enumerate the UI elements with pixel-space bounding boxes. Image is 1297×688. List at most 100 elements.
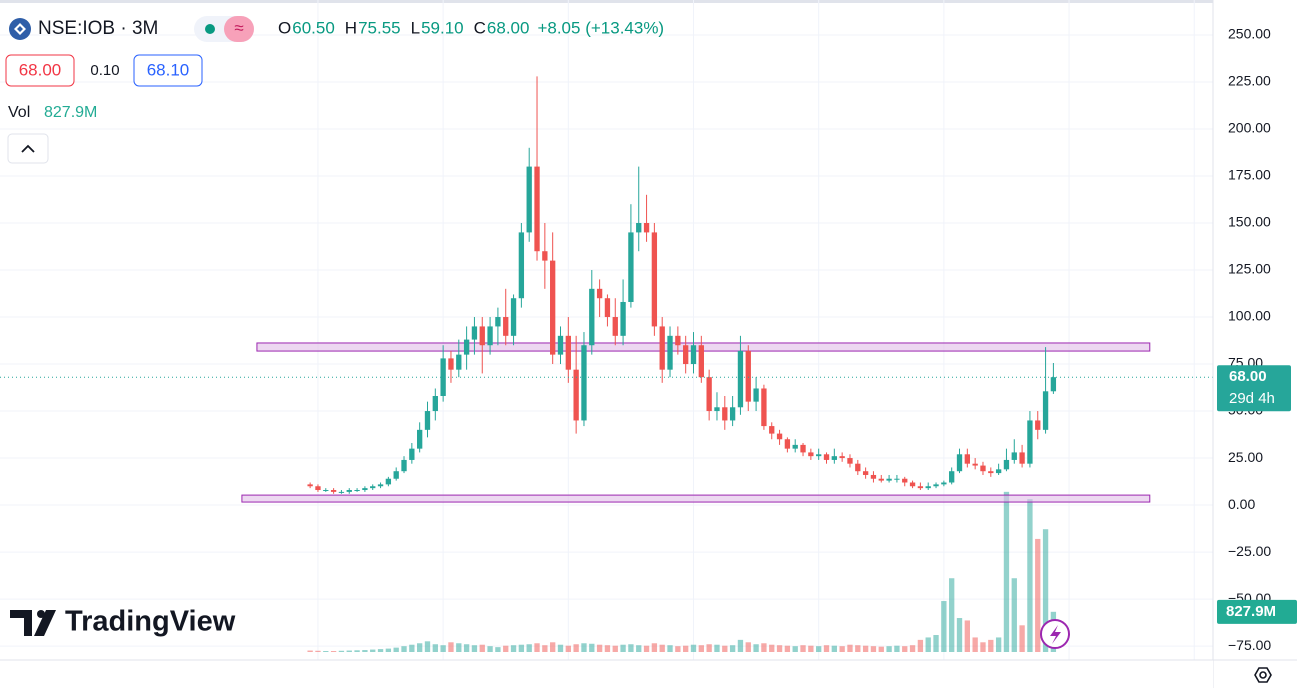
candle-body (463, 339, 470, 355)
candle-body (902, 478, 908, 483)
volume-bar (471, 645, 478, 652)
bid-box[interactable] (5, 54, 75, 87)
candle-body (886, 478, 892, 481)
y-tick-label: −75.00 (1228, 637, 1271, 653)
candle-body (909, 482, 916, 487)
volume-bar (816, 646, 822, 652)
candle-body (510, 298, 517, 336)
candle-body (737, 350, 744, 408)
delayed-badge[interactable] (224, 16, 254, 42)
brand-mark-a (10, 610, 32, 636)
candle-body (495, 317, 501, 327)
volume-bar (323, 651, 329, 652)
market-open-dot (205, 24, 215, 34)
collapse-icon (21, 144, 35, 153)
candle-body (753, 388, 759, 402)
volume-bar (808, 645, 814, 652)
candle-body (307, 484, 313, 487)
symbol-logo-mark (14, 23, 26, 35)
volume-bar (956, 618, 963, 652)
candle-body (714, 407, 720, 412)
candle-body (980, 465, 986, 472)
volume-bar (354, 650, 360, 652)
y-tick-label: 0.00 (1228, 496, 1255, 512)
volume-bar (362, 650, 368, 652)
candle-body (816, 454, 822, 457)
candle-body (722, 407, 728, 421)
volume-bar (346, 650, 352, 652)
volume-bar (941, 601, 947, 652)
candle-body (628, 232, 634, 302)
volume-bar (377, 649, 384, 652)
zone (241, 494, 1151, 503)
volume-bar (737, 639, 744, 652)
candle-body (479, 326, 485, 346)
volume-bar (988, 639, 994, 652)
candle-body (377, 484, 384, 487)
ask-box[interactable] (133, 54, 203, 87)
volume-bar (440, 645, 446, 652)
price-badge-label: 68.00 (1229, 368, 1267, 385)
volume-bar (870, 646, 877, 652)
settings-icon[interactable] (1254, 667, 1272, 683)
candle-body (769, 426, 775, 434)
volume-bar (565, 645, 571, 652)
top-border (0, 0, 1297, 3)
candle-body (612, 317, 618, 336)
volume-bar (667, 645, 673, 652)
change: +8.05 (+13.43%) (537, 18, 664, 37)
volume-bar (949, 578, 955, 652)
candle-body (941, 482, 947, 485)
volume-bar (510, 645, 517, 652)
volume-bar (651, 643, 658, 652)
price-badge (1217, 365, 1291, 412)
candle-body (604, 298, 611, 318)
volume-bar (1019, 625, 1025, 652)
volume-bar (456, 643, 462, 652)
candle-body (1050, 377, 1057, 392)
collapse-button[interactable] (7, 133, 49, 164)
volume-bar (753, 644, 759, 652)
volume-bar (972, 637, 978, 652)
candle-body (487, 326, 493, 346)
ohlc-key: H (345, 18, 357, 37)
volume-bar (902, 646, 908, 652)
candle-body (745, 350, 751, 402)
replay-icon[interactable] (1040, 619, 1070, 649)
candle-body (839, 456, 845, 459)
candle-body (636, 223, 642, 233)
volume-bar (628, 644, 634, 652)
candle-body (1003, 459, 1010, 470)
candle-body (643, 223, 650, 233)
volume-bar (542, 645, 548, 652)
candle-body (800, 444, 806, 453)
candle-body (729, 407, 736, 421)
candle-body (518, 232, 525, 299)
candle-body (956, 454, 963, 472)
legend: NSE:IOB · 3M ≈ O 60.50 H 75.55 L 59.10 C 68.00 +… (5, 16, 664, 164)
ohlc-key: L (411, 18, 420, 37)
volume-bar (878, 646, 884, 652)
brand-logo: TradingView (10, 606, 236, 638)
volume-bar (847, 644, 853, 652)
candle-body (659, 326, 665, 370)
volume-bar (448, 642, 454, 652)
candle-body (401, 459, 407, 472)
candle-body (589, 288, 595, 346)
volume-bar (933, 635, 939, 652)
volume-bar (589, 643, 595, 652)
volume-bar (862, 645, 869, 652)
candle-body (972, 463, 978, 466)
candle-body (675, 335, 681, 346)
y-tick-label: 25.00 (1228, 449, 1263, 465)
volume-bar (1035, 538, 1041, 652)
candle-body (526, 166, 532, 233)
candle-body (831, 456, 837, 460)
volume-bar (1003, 491, 1010, 652)
volume-badge-label: 827.9M (1226, 603, 1276, 620)
volume-bar (487, 646, 493, 652)
volume-bar (596, 644, 603, 652)
candle-body (432, 396, 438, 412)
volume-bar (307, 650, 313, 652)
